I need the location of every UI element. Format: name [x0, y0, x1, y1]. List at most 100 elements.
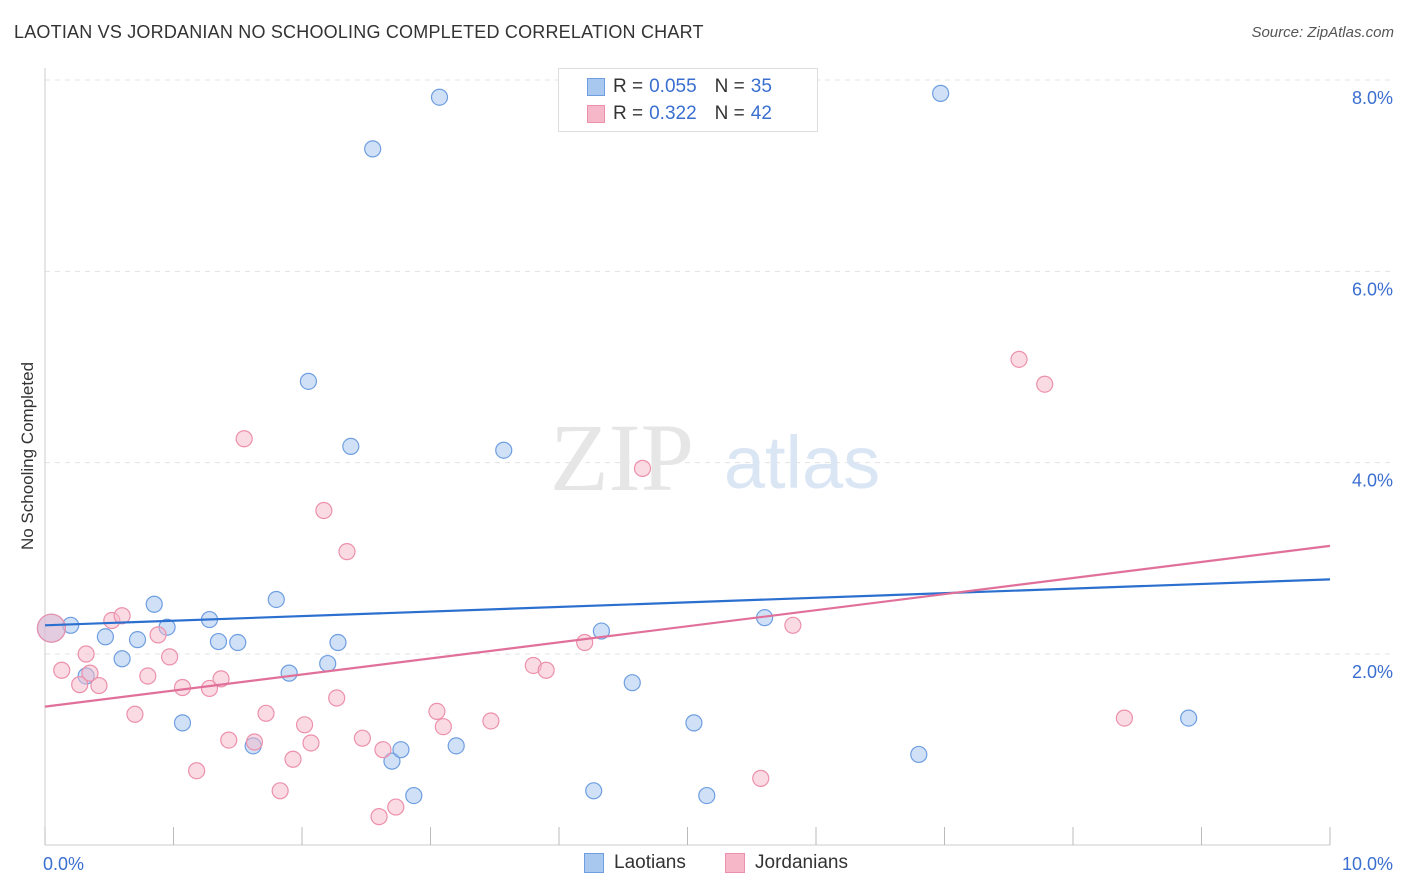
jordanian-point — [1036, 375, 1054, 393]
jordanian-point — [235, 430, 253, 448]
jordanian-point — [212, 670, 230, 688]
jordanian-point — [271, 782, 289, 800]
watermark-atlas: atlas — [724, 421, 880, 504]
laotian-point — [342, 437, 360, 456]
tick-labels: 2.0% 4.0% 6.0% 8.0% 0.0% 10.0% — [43, 88, 1393, 874]
x-tick-label: 10.0% — [1342, 854, 1393, 874]
n-label: N = — [714, 103, 745, 124]
y-tick-label: 8.0% — [1352, 88, 1393, 108]
laotian-point — [383, 752, 401, 770]
watermark: ZIP atlas — [550, 404, 880, 511]
jordanian-point — [245, 733, 264, 751]
legend-label: Jordanians — [755, 852, 848, 873]
jordanian-point — [302, 734, 320, 752]
jordanian-point — [188, 762, 206, 780]
jordanian-point — [173, 678, 192, 697]
x-tick-label: 0.0% — [43, 854, 84, 874]
jordanian-point — [220, 731, 238, 749]
legend-item-laotians: Laotians — [584, 852, 686, 874]
jordanian-point — [126, 705, 144, 723]
jordanian-point — [374, 741, 392, 759]
legend-label: Laotians — [614, 852, 686, 873]
jordanian-swatch — [725, 853, 745, 873]
laotian-point — [145, 595, 163, 613]
jordanian-point — [428, 702, 446, 721]
jordanian-point — [387, 798, 405, 816]
watermark-zip: ZIP — [550, 404, 694, 511]
jordanian-point — [1010, 350, 1028, 368]
n-label: N = — [714, 76, 745, 97]
laotian-point — [96, 628, 114, 646]
laotian-point — [623, 674, 641, 692]
jordanian-point — [139, 667, 157, 685]
correlation-legend: R = 0.055 N = 35 R = 0.322 N = 42 — [558, 68, 818, 132]
jordanian-point — [284, 750, 302, 768]
laotian-swatch — [584, 853, 604, 873]
jordanian-point — [328, 689, 346, 707]
laotian-point — [319, 654, 337, 673]
jordanian-point — [295, 716, 314, 734]
laotian-point — [392, 741, 410, 759]
jordanian-point — [36, 613, 67, 643]
jordanian-point — [752, 769, 770, 787]
jordanian-point — [633, 459, 652, 478]
laotian-point — [173, 714, 192, 732]
y-axis-label: No Schooling Completed — [18, 361, 37, 551]
legend-item-jordanians: Jordanians — [725, 852, 848, 874]
jordanian-point — [784, 616, 802, 634]
jordanian-trend-line — [44, 544, 1331, 708]
chart-title: LAOTIAN VS JORDANIAN NO SCHOOLING COMPLE… — [14, 22, 704, 42]
jordanian-point — [149, 626, 167, 644]
laotian-point — [329, 633, 347, 652]
jordanian-point — [71, 676, 89, 694]
laotian-point — [128, 631, 147, 649]
jordanian-point — [370, 808, 388, 826]
jordanian-point — [113, 607, 131, 625]
jordanian-point — [315, 501, 333, 520]
laotian-point — [280, 664, 298, 682]
laotian-point — [113, 650, 131, 668]
gridlines — [45, 79, 1392, 655]
laotian-swatch — [587, 78, 605, 96]
axes — [44, 68, 1331, 846]
laotian-point — [585, 782, 603, 800]
jordanian-point — [576, 633, 594, 652]
laotian-point — [405, 786, 423, 805]
jordanian-swatch — [587, 105, 605, 123]
laotian-point — [910, 745, 928, 764]
jordanian-point — [90, 676, 108, 695]
jordanian-point — [537, 661, 555, 679]
jordanian-point — [257, 704, 275, 722]
jordanian-point — [338, 543, 356, 561]
y-tick-label: 4.0% — [1352, 471, 1393, 491]
r-value: 0.055 — [649, 76, 697, 97]
laotian-point — [299, 372, 318, 390]
jordanian-point — [353, 729, 371, 747]
laotian-point — [685, 714, 703, 732]
jordanian-point — [434, 718, 452, 736]
r-label: R = — [613, 103, 644, 124]
jordanian-point — [81, 664, 99, 682]
y-tick-label: 6.0% — [1352, 279, 1393, 299]
jordanian-point — [77, 645, 95, 663]
r-value: 0.322 — [649, 103, 697, 124]
laotian-point — [1180, 709, 1198, 727]
n-value: 35 — [750, 76, 772, 97]
jordanian-point — [482, 712, 500, 730]
y-tick-label: 2.0% — [1352, 662, 1393, 682]
laotian-point — [592, 622, 611, 640]
legend-row-laotians: R = 0.055 N = 35 — [587, 75, 772, 99]
laotian-point — [495, 441, 513, 459]
laotian-point — [209, 632, 228, 651]
n-value: 42 — [750, 103, 772, 124]
laotian-point — [447, 737, 465, 755]
jordanian-point — [1115, 709, 1134, 727]
laotian-point — [430, 88, 449, 106]
trend-lines — [44, 544, 1331, 708]
legend-row-jordanians: R = 0.322 N = 42 — [587, 102, 772, 126]
laotian-trend-line — [44, 578, 1331, 627]
laotian-point — [364, 140, 382, 158]
laotian-point — [698, 786, 716, 805]
jordanian-points — [36, 350, 1134, 826]
